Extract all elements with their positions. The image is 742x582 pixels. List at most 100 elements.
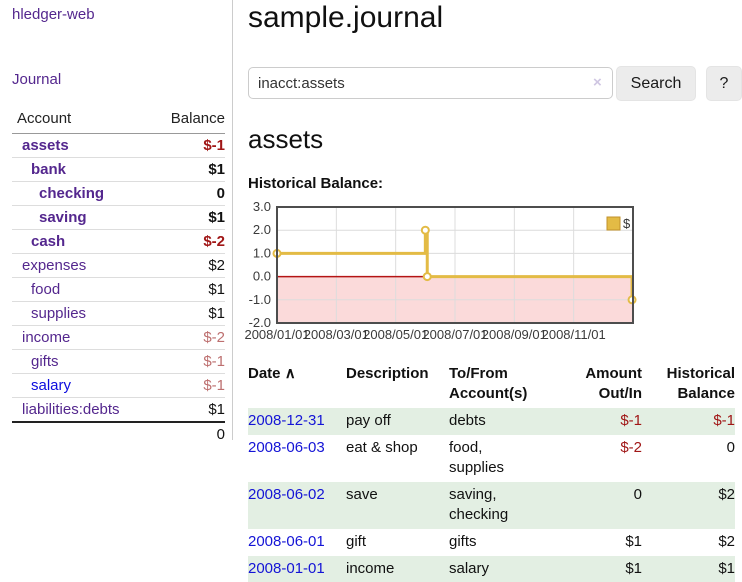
svg-text:-2.0: -2.0 <box>249 315 271 330</box>
account-balance: $1 <box>153 205 225 230</box>
account-link-cash[interactable]: cash <box>31 233 66 250</box>
transaction-amount: 0 <box>633 486 642 503</box>
account-balance: 0 <box>153 181 225 206</box>
app-title-link[interactable]: hledger-web <box>12 6 95 23</box>
transaction-date-link[interactable]: 2008-06-03 <box>248 439 325 456</box>
transaction-date-link[interactable]: 2008-12-31 <box>248 412 325 429</box>
transaction-amount: $1 <box>625 560 642 577</box>
chart-canvas: $3.0 2.0 1.0 0.0 -1.0 -2.02008/01/012008/03/0… <box>244 199 637 342</box>
account-row: saving $1 <box>12 205 225 230</box>
transaction-amount: $-1 <box>620 412 642 429</box>
transaction-balance: $2 <box>718 533 735 550</box>
account-link-liabilities-debts[interactable]: liabilities:debts <box>22 401 120 418</box>
account-balance: $-1 <box>153 373 225 398</box>
transaction-description: eat & shop <box>346 439 418 456</box>
account-link-bank[interactable]: bank <box>31 161 67 178</box>
transaction-amount: $1 <box>625 533 642 550</box>
svg-text:2008/07/01: 2008/07/01 <box>422 327 487 342</box>
transaction-description: gift <box>346 533 367 550</box>
account-row: cash $-2 <box>12 229 225 254</box>
svg-text:2.0: 2.0 <box>253 222 271 237</box>
transaction-accounts: saving, checking <box>449 486 509 523</box>
account-column-header: Account <box>12 106 154 134</box>
account-heading: assets <box>248 124 324 154</box>
sidebar-divider <box>232 0 233 440</box>
balance-column-header: Historical Balance <box>666 365 735 402</box>
account-balance: $1 <box>153 301 225 326</box>
transaction-row: 2008-06-01 gift gifts $1 $2 <box>248 529 735 556</box>
transaction-date-link[interactable]: 2008-01-01 <box>248 560 325 577</box>
account-link-income[interactable]: income <box>22 329 71 346</box>
date-column-header[interactable]: Date ∧ <box>248 365 296 382</box>
account-balance: $-2 <box>153 229 225 254</box>
svg-text:2008/09/01: 2008/09/01 <box>482 327 547 342</box>
account-row: salary $-1 <box>12 373 225 398</box>
account-balance: $1 <box>153 397 225 422</box>
svg-text:2008/11/01: 2008/11/01 <box>542 327 606 342</box>
svg-text:0.0: 0.0 <box>253 269 271 284</box>
page-title: sample.journal <box>248 1 444 34</box>
account-balance: $-1 <box>203 137 225 154</box>
transaction-balance: $1 <box>718 560 735 577</box>
account-balance: $1 <box>153 157 225 182</box>
transaction-accounts: debts <box>449 412 486 429</box>
account-row: liabilities:debts $1 <box>12 397 225 422</box>
svg-text:2008/01/01: 2008/01/01 <box>244 327 309 342</box>
accounts-total-value: 0 <box>153 421 225 446</box>
transaction-amount: $-2 <box>620 439 642 456</box>
accounts-column-header: To/From Account(s) <box>449 365 528 402</box>
transaction-balance: $2 <box>718 486 735 503</box>
transaction-balance: 0 <box>726 439 735 456</box>
account-row: assets $-1 <box>12 134 225 158</box>
register-table: Date ∧ Description To/From Account(s) Am… <box>248 362 735 582</box>
account-row: expenses $2 <box>12 253 225 278</box>
sidebar-item-journal[interactable]: Journal <box>12 71 62 88</box>
account-link-gifts[interactable]: gifts <box>31 353 59 370</box>
account-link-saving[interactable]: saving <box>39 209 87 226</box>
accounts-balance-table: Account Balance assets $-1 bank $1 checkin… <box>12 106 225 446</box>
account-link-food[interactable]: food <box>31 281 61 298</box>
transaction-row: 2008-06-02 save saving, checking 0 $2 <box>248 482 735 529</box>
transaction-description: pay off <box>346 412 391 429</box>
svg-text:2008/05/01: 2008/05/01 <box>363 327 428 342</box>
sort-ascending-icon: ∧ <box>284 365 296 382</box>
transaction-accounts: gifts <box>449 533 477 550</box>
account-row: income $-2 <box>12 325 225 350</box>
balance-column-header: Balance <box>153 106 225 134</box>
transaction-row: 2008-06-03 eat & shop food, supplies $-2… <box>248 435 735 482</box>
account-link-assets[interactable]: assets <box>22 137 69 154</box>
transaction-accounts: food, supplies <box>449 439 505 476</box>
account-row: food $1 <box>12 277 225 302</box>
transaction-date-link[interactable]: 2008-06-02 <box>248 486 325 503</box>
transaction-description: income <box>346 560 395 577</box>
account-row: gifts $-1 <box>12 349 225 374</box>
transaction-date-link[interactable]: 2008-06-01 <box>248 533 325 550</box>
account-row: supplies $1 <box>12 301 225 326</box>
historical-balance-chart[interactable]: $3.0 2.0 1.0 0.0 -1.0 -2.0 2008/01/01 2008/03/0… <box>244 199 648 350</box>
account-link-checking[interactable]: checking <box>39 185 105 202</box>
help-button[interactable]: ? <box>706 66 742 101</box>
accounts-total-row: 0 <box>12 421 225 446</box>
transaction-accounts: salary <box>449 560 490 577</box>
register-header-row: Date ∧ Description To/From Account(s) Am… <box>248 362 735 408</box>
search-button[interactable]: Search <box>616 66 696 101</box>
clear-search-icon[interactable]: × <box>593 74 602 91</box>
svg-text:$: $ <box>623 216 631 231</box>
account-balance: $-1 <box>153 349 225 374</box>
transaction-balance: $-1 <box>713 412 735 429</box>
account-row: bank $1 <box>12 157 225 182</box>
amount-column-header: Amount Out/In <box>585 365 642 402</box>
svg-text:-1.0: -1.0 <box>249 292 271 307</box>
account-balance: $-2 <box>153 325 225 350</box>
account-balance: $1 <box>153 277 225 302</box>
svg-text:3.0: 3.0 <box>253 199 271 214</box>
svg-text:2008/03/01: 2008/03/01 <box>304 327 369 342</box>
search-input[interactable] <box>248 67 613 99</box>
transaction-row: 2008-12-31 pay off debts $-1 $-1 <box>248 408 735 435</box>
transaction-row: 2008-01-01 income salary $1 $1 <box>248 556 735 582</box>
account-link-supplies[interactable]: supplies <box>31 305 87 322</box>
account-link-salary[interactable]: salary <box>31 377 72 394</box>
account-row: checking 0 <box>12 181 225 206</box>
account-link-expenses[interactable]: expenses <box>22 257 87 274</box>
